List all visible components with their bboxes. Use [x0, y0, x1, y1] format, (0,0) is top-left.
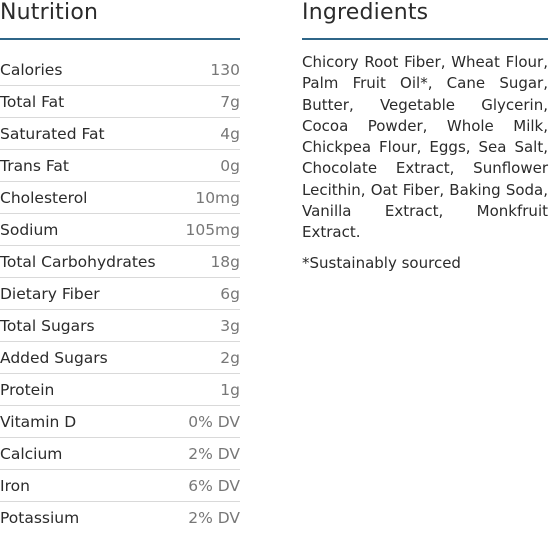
ingredients-title-rule — [302, 38, 548, 40]
nutrient-value: 2% DV — [188, 508, 240, 527]
nutrition-row: Calories 130 — [0, 54, 240, 86]
nutrition-row: Total Fat 7g — [0, 86, 240, 118]
nutrition-table: Calories 130 Total Fat 7g Saturated Fat 4g Tra… — [0, 54, 240, 533]
nutrition-row: Cholesterol 10mg — [0, 182, 240, 214]
nutrient-value: 0g — [220, 156, 240, 175]
nutrition-row: Trans Fat 0g — [0, 150, 240, 182]
nutrient-value: 3g — [220, 316, 240, 335]
nutrient-value: 6g — [220, 284, 240, 303]
nutrient-value: 1g — [220, 380, 240, 399]
nutrition-row: Sodium 105mg — [0, 214, 240, 246]
nutrient-value: 130 — [210, 60, 240, 79]
nutrition-panel: Nutrition Calories 130 Total Fat 7g Saturate… — [0, 0, 240, 533]
nutrient-value: 7g — [220, 92, 240, 111]
nutrient-label: Cholesterol — [0, 188, 88, 207]
nutrition-row: Dietary Fiber 6g — [0, 278, 240, 310]
nutrition-row: Saturated Fat 4g — [0, 118, 240, 150]
nutrient-value: 0% DV — [188, 412, 240, 431]
nutrient-label: Sodium — [0, 220, 59, 239]
nutrition-title-rule — [0, 38, 240, 40]
nutrient-value: 4g — [220, 124, 240, 143]
nutrition-row: Calcium 2% DV — [0, 438, 240, 470]
nutrition-row: Protein 1g — [0, 374, 240, 406]
nutrient-value: 6% DV — [188, 476, 240, 495]
nutrient-value: 2g — [220, 348, 240, 367]
nutrient-label: Calcium — [0, 444, 63, 463]
nutrition-row: Vitamin D 0% DV — [0, 406, 240, 438]
nutrient-value: 10mg — [195, 188, 240, 207]
ingredients-panel: Ingredients Chicory Root Fiber, Wheat Fl… — [302, 0, 548, 274]
nutrient-label: Calories — [0, 60, 63, 79]
nutrient-label: Dietary Fiber — [0, 284, 100, 303]
nutrient-label: Trans Fat — [0, 156, 69, 175]
ingredients-footnote: *Sustainably sourced — [302, 253, 461, 272]
nutrition-row: Iron 6% DV — [0, 470, 240, 502]
nutrient-label: Potassium — [0, 508, 80, 527]
ingredients-title: Ingredients — [302, 0, 429, 25]
nutrient-label: Iron — [0, 476, 30, 495]
nutrient-value: 105mg — [185, 220, 240, 239]
nutrient-label: Vitamin D — [0, 412, 77, 431]
nutrition-row: Total Sugars 3g — [0, 310, 240, 342]
nutrient-label: Total Sugars — [0, 316, 95, 335]
nutrient-label: Total Carbohydrates — [0, 252, 156, 271]
nutrition-row: Total Carbohydrates 18g — [0, 246, 240, 278]
nutrient-label: Added Sugars — [0, 348, 108, 367]
nutrient-label: Saturated Fat — [0, 124, 105, 143]
nutrient-value: 18g — [210, 252, 240, 271]
nutrient-value: 2% DV — [188, 444, 240, 463]
nutrition-title: Nutrition — [0, 0, 99, 25]
ingredients-list: Chicory Root Fiber, Wheat Flour, Palm Fr… — [302, 53, 548, 242]
nutrient-label: Total Fat — [0, 92, 65, 111]
nutrient-label: Protein — [0, 380, 55, 399]
nutrition-row: Added Sugars 2g — [0, 342, 240, 374]
nutrition-row: Potassium 2% DV — [0, 502, 240, 533]
